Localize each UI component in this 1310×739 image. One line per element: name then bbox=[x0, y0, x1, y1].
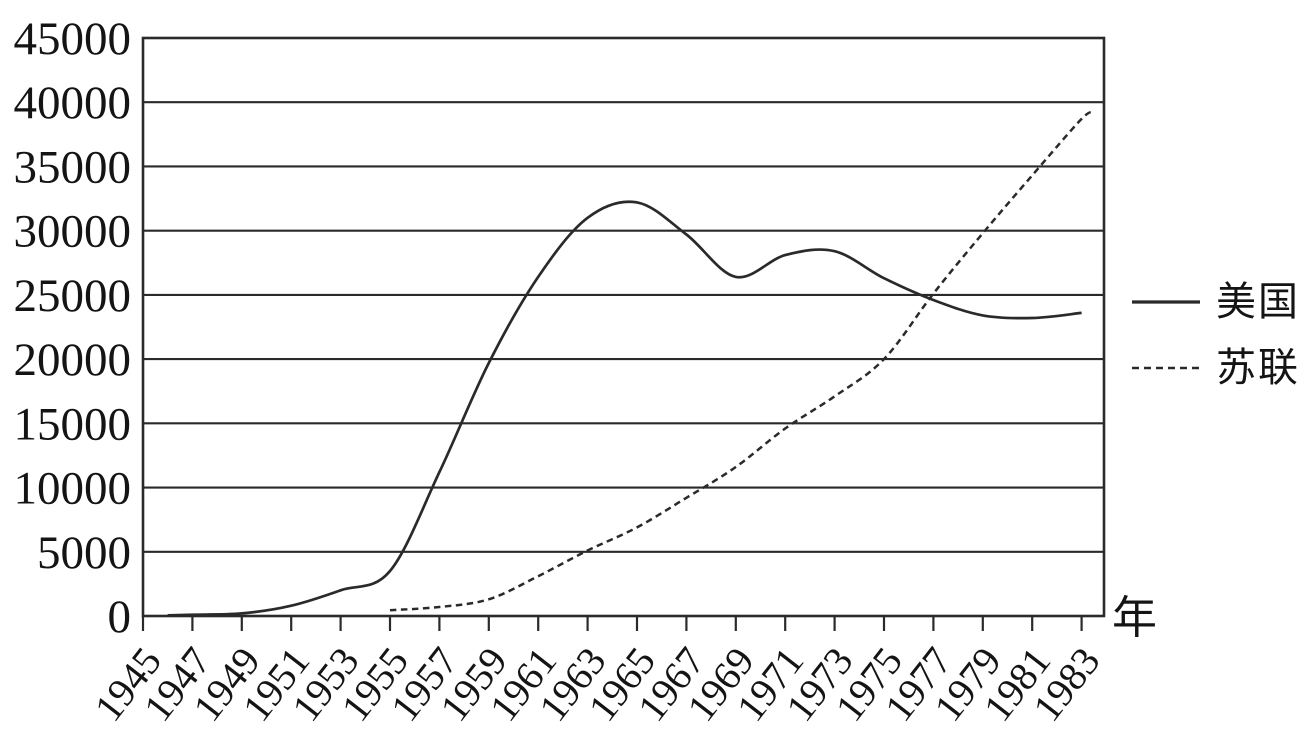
series-line-ussr bbox=[389, 110, 1095, 612]
legend-item-ussr: 苏联 bbox=[1130, 342, 1300, 394]
usa-solid-line-swatch bbox=[1132, 300, 1200, 304]
legend-label-ussr: 苏联 bbox=[1216, 345, 1300, 390]
y-axis-tick-label: 30000 bbox=[14, 206, 132, 258]
legend: 美国 苏联 bbox=[1130, 276, 1300, 394]
y-axis-tick-label: 25000 bbox=[14, 270, 132, 322]
y-axis-tick-label: 5000 bbox=[37, 527, 131, 579]
ussr-dashed-line-swatch bbox=[1132, 366, 1200, 370]
x-axis-unit-label: 年 bbox=[1112, 593, 1158, 643]
legend-label-usa: 美国 bbox=[1216, 279, 1300, 324]
y-axis-tick-label: 35000 bbox=[14, 141, 132, 193]
plot-border bbox=[141, 36, 1106, 618]
y-axis-tick-label: 15000 bbox=[14, 398, 132, 450]
y-axis-tick-label: 0 bbox=[108, 591, 132, 643]
legend-item-usa: 美国 bbox=[1130, 276, 1300, 328]
y-axis-tick-label: 20000 bbox=[14, 334, 132, 386]
y-axis-tick-label: 45000 bbox=[14, 13, 132, 65]
series-line-usa bbox=[167, 200, 1082, 617]
y-axis-tick-label: 10000 bbox=[14, 463, 132, 515]
y-axis-tick-label: 40000 bbox=[14, 77, 132, 129]
